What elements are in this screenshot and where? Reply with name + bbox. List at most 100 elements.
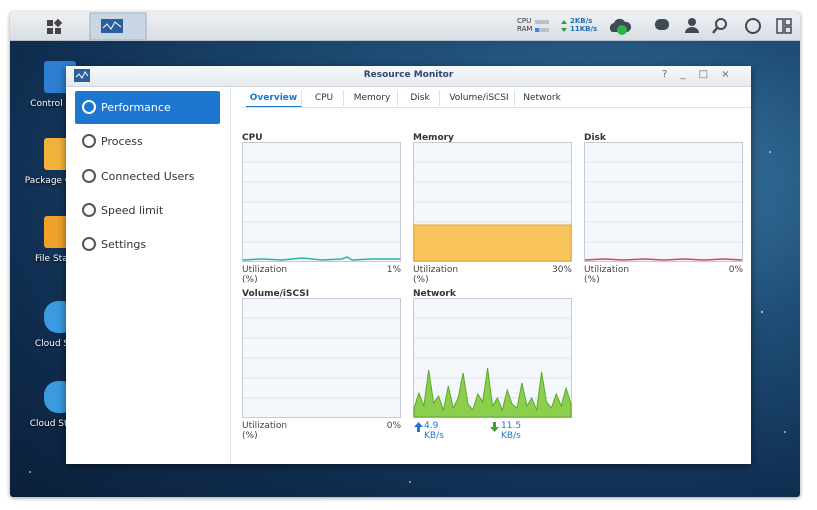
sidebar-label: Settings xyxy=(101,238,147,252)
sidebar-item[interactable]: Speed limit xyxy=(75,194,220,227)
desktop-icon-label: File Station xyxy=(35,254,85,264)
tab[interactable]: Network xyxy=(523,93,561,103)
upload-speed: 2KB/s xyxy=(570,17,593,25)
tab[interactable]: Disk xyxy=(401,90,440,106)
star xyxy=(784,431,786,433)
user-icon[interactable] xyxy=(688,18,696,26)
sidebar-icon xyxy=(82,168,96,183)
sidebar-item[interactable]: Process xyxy=(75,125,220,158)
memory-fill xyxy=(413,224,572,262)
tab[interactable]: Volume/iSCSI xyxy=(444,90,515,106)
arrow-shape xyxy=(414,422,423,432)
taskbar: CPU RAM 2KB/s 11KB/s xyxy=(10,12,800,41)
panel-graph xyxy=(413,298,572,418)
sidebar-label: Speed limit xyxy=(101,203,164,217)
cpu-label: CPU xyxy=(517,17,532,25)
widgets-icon[interactable] xyxy=(776,18,784,34)
desktop-icon-label: Control Panel xyxy=(30,99,90,109)
download-rate: 11.5 KB/s xyxy=(501,421,522,441)
download-arrow xyxy=(490,422,499,432)
sidebar-icon xyxy=(82,134,96,149)
search-icon[interactable] xyxy=(715,18,727,30)
icon-shape xyxy=(82,202,96,217)
metric-value: 1% xyxy=(386,265,401,275)
cpu-trace xyxy=(242,256,400,261)
gauge-icon[interactable] xyxy=(745,18,761,34)
network-fill xyxy=(413,367,572,418)
metric-label: Utilization (%) xyxy=(242,265,288,285)
icon-part xyxy=(47,20,53,26)
icon-part xyxy=(55,28,61,34)
app-icon-line xyxy=(75,71,89,79)
up-arrow xyxy=(561,20,567,24)
cpu-bar xyxy=(535,20,549,24)
tab[interactable]: Memory xyxy=(347,90,398,106)
resource-monitor-thumb xyxy=(101,19,123,33)
sidebar-divider xyxy=(230,87,231,464)
star xyxy=(29,471,31,473)
panel-title: Network xyxy=(413,289,456,299)
tab[interactable]: CPU xyxy=(305,90,344,106)
taskbar-icons xyxy=(47,12,792,40)
desktop-icon-label: Package Center xyxy=(24,176,96,186)
metric-label: Utilization (%) xyxy=(242,421,288,441)
panel-title: Memory xyxy=(413,133,454,143)
disk-trace xyxy=(584,258,743,261)
icon-shape xyxy=(82,134,96,149)
sidebar-label: Process xyxy=(101,135,143,149)
panel-title: Volume/iSCSI xyxy=(242,289,310,299)
metric-label: Utilization (%) xyxy=(584,265,630,285)
panel-graph xyxy=(413,142,572,262)
star xyxy=(409,481,411,483)
widgets-icon-part xyxy=(784,18,792,26)
search-handle xyxy=(712,27,718,34)
panel-title: Disk xyxy=(584,133,606,143)
tab[interactable]: Overview xyxy=(246,90,302,108)
title-bar: Resource Monitor ? _ □ × xyxy=(66,66,751,87)
panel-graph xyxy=(242,142,401,262)
net-speed: 2KB/s 11KB/s xyxy=(570,17,597,33)
star xyxy=(760,310,764,314)
icon-shape xyxy=(82,100,96,114)
sidebar-item[interactable]: Connected Users xyxy=(75,160,220,193)
icon-part xyxy=(53,18,63,28)
sidebar-item[interactable]: Performance xyxy=(75,91,220,124)
star xyxy=(769,151,771,153)
metric-value: 0% xyxy=(728,265,743,275)
sidebar-label: Connected Users xyxy=(101,169,195,183)
download-speed: 11KB/s xyxy=(570,25,598,33)
desktop-icon-label: Cloud Station xyxy=(29,419,91,429)
user-icon-body xyxy=(685,27,699,33)
tab-bar: Overview CPU Memory Disk Volume/iSCSI Network xyxy=(241,66,751,110)
thumb-line xyxy=(102,21,122,30)
ram-label: RAM xyxy=(517,25,533,33)
tab-underline xyxy=(241,107,751,108)
metric-value: 30% xyxy=(551,265,572,275)
app-icon xyxy=(74,69,90,82)
status-ok xyxy=(617,25,627,35)
upload-arrow xyxy=(414,422,423,432)
panel-graph xyxy=(584,142,743,262)
metric-value: 0% xyxy=(386,421,401,431)
upload-rate: 4.9 KB/s xyxy=(424,421,444,441)
arrow-shape xyxy=(490,422,499,432)
chat-icon[interactable] xyxy=(655,19,669,30)
widgets-icon-part xyxy=(784,26,792,34)
panel-graph xyxy=(242,298,401,418)
desktop: CPU RAM 2KB/s 11KB/s Control Panel Packag… xyxy=(10,12,800,497)
ram-bar xyxy=(535,28,549,32)
resource-monitor-window: Resource Monitor ? _ □ × Performance Proc… xyxy=(66,66,751,464)
app-icon-bg xyxy=(74,69,90,82)
ram-bar-fill xyxy=(535,28,539,32)
main-menu-button[interactable] xyxy=(47,18,63,34)
metric-label: Utilization (%) xyxy=(413,265,459,285)
sidebar-item[interactable]: Settings xyxy=(75,228,220,261)
window-controls[interactable]: ? _ □ × xyxy=(662,69,730,80)
desktop-icon-label: Cloud Sync xyxy=(34,339,86,349)
sidebar: Performance Process Connected Users Speed l… xyxy=(66,87,230,464)
sidebar-label: Performance xyxy=(101,101,171,114)
panel-title: CPU xyxy=(242,133,263,143)
